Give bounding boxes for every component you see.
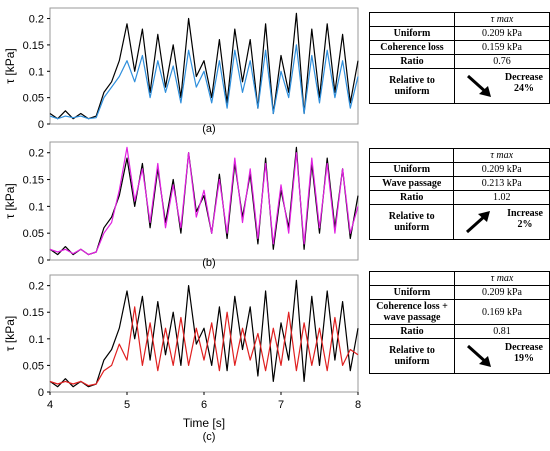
arrow-up-icon — [466, 211, 491, 234]
series-line — [49, 146, 359, 256]
table-header: τ max — [454, 271, 550, 286]
change-pct: 24% — [513, 83, 534, 94]
table-b: τ max Uniform 0.209 kPa Wave passage 0.2… — [368, 148, 550, 240]
series-line — [49, 12, 359, 120]
table-header: τ max — [454, 12, 550, 27]
row-label: Uniform — [369, 26, 455, 41]
row-value: 0.209 kPa — [454, 285, 550, 300]
y-tick-label: 0 — [38, 255, 44, 267]
table-corner — [369, 271, 455, 286]
table-corner — [368, 148, 455, 163]
change-pct: 19% — [513, 353, 534, 364]
x-tick-label: 5 — [124, 399, 130, 411]
row-value: 0.209 kPa — [454, 26, 550, 41]
change-cell: Decrease 24% — [454, 68, 550, 104]
row-value: 0.169 kPa — [454, 299, 550, 325]
panel-label: (a) — [202, 123, 215, 135]
change-text: Decrease 19% — [505, 342, 543, 364]
y-tick-label: 0.15 — [23, 40, 44, 52]
row-label: Wave passage — [368, 176, 455, 191]
panel-label: (c) — [203, 431, 216, 443]
row-label: Relative to uniform — [368, 204, 455, 240]
row-label: Uniform — [368, 162, 455, 177]
change-text: Decrease 24% — [505, 72, 543, 94]
y-tick-label: 0.15 — [23, 175, 44, 187]
y-tick-label: 0.05 — [23, 360, 44, 372]
change-cell: Increase 2% — [453, 204, 550, 240]
y-tick-label: 0.1 — [29, 66, 44, 78]
change-word: Increase — [507, 208, 543, 219]
y-axis-label: τ [kPa] — [3, 316, 17, 351]
change-cell: Decrease 19% — [454, 338, 550, 374]
row-value: 0.76 — [454, 54, 550, 69]
x-tick-label: 7 — [278, 399, 284, 411]
row-value: 0.81 — [454, 324, 550, 339]
series-line — [49, 44, 359, 120]
x-tick-label: 6 — [201, 399, 207, 411]
table-corner — [369, 12, 455, 27]
y-tick-label: 0.2 — [29, 14, 44, 26]
row-label: Relative to uniform — [369, 68, 455, 104]
row-value: 0.159 kPa — [454, 40, 550, 55]
y-tick-label: 0.2 — [29, 281, 44, 293]
row-label: Uniform — [369, 285, 455, 300]
row-value: 0.213 kPa — [453, 176, 550, 191]
series-line — [49, 279, 359, 388]
panel-label: (b) — [202, 257, 215, 269]
arrow-down-icon — [466, 74, 491, 97]
row-value: 0.209 kPa — [453, 162, 550, 177]
change-pct: 2% — [517, 219, 533, 230]
y-tick-label: 0.2 — [29, 148, 44, 160]
row-value: 1.02 — [453, 190, 550, 205]
row-label: Ratio — [369, 324, 455, 339]
x-tick-label: 4 — [47, 399, 53, 411]
row-label: Coherence loss — [369, 40, 455, 55]
plot-frame — [49, 7, 359, 125]
y-tick-label: 0.15 — [23, 307, 44, 319]
y-tick-label: 0 — [38, 387, 44, 399]
y-tick-label: 0.05 — [23, 228, 44, 240]
y-tick-label: 0 — [38, 119, 44, 131]
y-tick-label: 0.1 — [29, 201, 44, 213]
plot-frame — [49, 141, 359, 261]
table-header: τ max — [453, 148, 550, 163]
change-word: Decrease — [504, 72, 543, 83]
row-label: Ratio — [368, 190, 455, 205]
row-label: Relative to uniform — [369, 338, 455, 374]
table-c: τ max Uniform 0.209 kPa Coherence loss +… — [369, 271, 550, 374]
y-tick-label: 0.1 — [29, 334, 44, 346]
row-label: Ratio — [369, 54, 455, 69]
table-a: τ max Uniform 0.209 kPa Coherence loss 0… — [369, 12, 550, 104]
row-label: Coherence loss + wave passage — [369, 299, 455, 325]
series-line — [49, 306, 359, 387]
y-axis-label: τ [kPa] — [3, 183, 17, 218]
y-tick-label: 0.05 — [23, 93, 44, 105]
plot-frame — [49, 274, 359, 393]
x-axis-label: Time [s] — [183, 416, 225, 430]
arrow-down-icon — [466, 344, 491, 367]
change-word: Decrease — [504, 342, 543, 353]
x-tick-label: 8 — [355, 399, 361, 411]
change-text: Increase 2% — [507, 208, 543, 230]
y-axis-label: τ [kPa] — [3, 48, 17, 83]
